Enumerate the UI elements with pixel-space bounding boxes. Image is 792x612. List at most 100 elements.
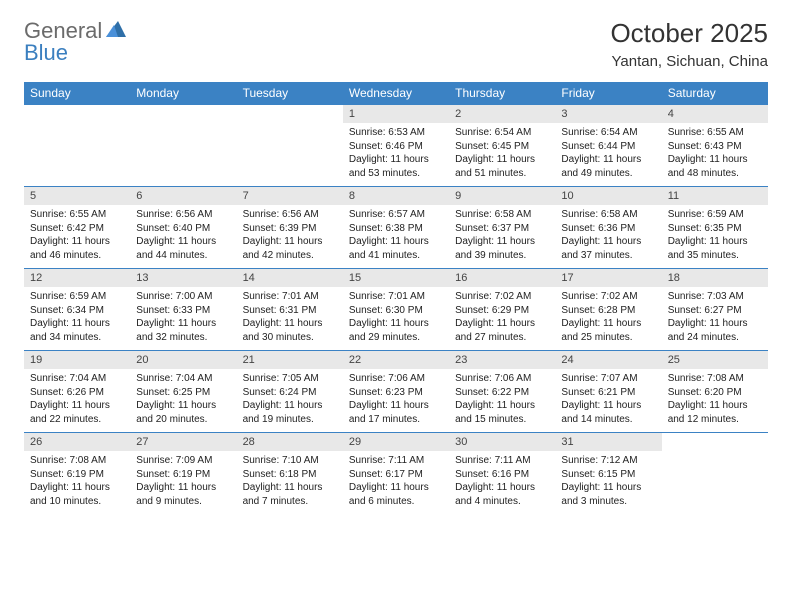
day-content: Sunrise: 7:06 AMSunset: 6:23 PMDaylight:… (343, 369, 449, 430)
month-title: October 2025 (610, 18, 768, 49)
day-cell: 25Sunrise: 7:08 AMSunset: 6:20 PMDayligh… (662, 351, 768, 433)
day-number: 19 (24, 351, 130, 369)
day-cell: 30Sunrise: 7:11 AMSunset: 6:16 PMDayligh… (449, 433, 555, 515)
day-cell: 23Sunrise: 7:06 AMSunset: 6:22 PMDayligh… (449, 351, 555, 433)
col-monday: Monday (130, 82, 236, 105)
day-content: Sunrise: 7:09 AMSunset: 6:19 PMDaylight:… (130, 451, 236, 512)
day-content: Sunrise: 7:06 AMSunset: 6:22 PMDaylight:… (449, 369, 555, 430)
day-number: 30 (449, 433, 555, 451)
day-content: Sunrise: 7:04 AMSunset: 6:26 PMDaylight:… (24, 369, 130, 430)
day-cell (662, 433, 768, 515)
logo-line2: Blue (24, 40, 68, 66)
day-content: Sunrise: 6:56 AMSunset: 6:39 PMDaylight:… (237, 205, 343, 266)
day-content: Sunrise: 6:55 AMSunset: 6:42 PMDaylight:… (24, 205, 130, 266)
day-cell: 24Sunrise: 7:07 AMSunset: 6:21 PMDayligh… (555, 351, 661, 433)
day-cell: 12Sunrise: 6:59 AMSunset: 6:34 PMDayligh… (24, 269, 130, 351)
day-cell: 17Sunrise: 7:02 AMSunset: 6:28 PMDayligh… (555, 269, 661, 351)
day-number: 9 (449, 187, 555, 205)
day-number: 31 (555, 433, 661, 451)
day-number: 15 (343, 269, 449, 287)
logo-triangle-icon (106, 21, 126, 42)
day-content: Sunrise: 6:54 AMSunset: 6:45 PMDaylight:… (449, 123, 555, 184)
day-number: 11 (662, 187, 768, 205)
day-number: 27 (130, 433, 236, 451)
day-content: Sunrise: 7:05 AMSunset: 6:24 PMDaylight:… (237, 369, 343, 430)
day-number (237, 105, 343, 111)
day-cell: 26Sunrise: 7:08 AMSunset: 6:19 PMDayligh… (24, 433, 130, 515)
day-cell: 21Sunrise: 7:05 AMSunset: 6:24 PMDayligh… (237, 351, 343, 433)
day-content: Sunrise: 7:02 AMSunset: 6:29 PMDaylight:… (449, 287, 555, 348)
day-content: Sunrise: 7:11 AMSunset: 6:17 PMDaylight:… (343, 451, 449, 512)
day-content: Sunrise: 7:08 AMSunset: 6:19 PMDaylight:… (24, 451, 130, 512)
day-number: 1 (343, 105, 449, 123)
day-cell: 8Sunrise: 6:57 AMSunset: 6:38 PMDaylight… (343, 187, 449, 269)
day-number: 23 (449, 351, 555, 369)
calendar-table: Sunday Monday Tuesday Wednesday Thursday… (24, 82, 768, 515)
day-number: 17 (555, 269, 661, 287)
week-row: 1Sunrise: 6:53 AMSunset: 6:46 PMDaylight… (24, 105, 768, 187)
day-content: Sunrise: 7:12 AMSunset: 6:15 PMDaylight:… (555, 451, 661, 512)
day-content: Sunrise: 7:01 AMSunset: 6:30 PMDaylight:… (343, 287, 449, 348)
day-number: 24 (555, 351, 661, 369)
day-number: 16 (449, 269, 555, 287)
day-cell: 22Sunrise: 7:06 AMSunset: 6:23 PMDayligh… (343, 351, 449, 433)
day-cell: 13Sunrise: 7:00 AMSunset: 6:33 PMDayligh… (130, 269, 236, 351)
day-number: 28 (237, 433, 343, 451)
day-number: 4 (662, 105, 768, 123)
day-cell: 11Sunrise: 6:59 AMSunset: 6:35 PMDayligh… (662, 187, 768, 269)
day-content: Sunrise: 6:54 AMSunset: 6:44 PMDaylight:… (555, 123, 661, 184)
col-saturday: Saturday (662, 82, 768, 105)
day-number: 14 (237, 269, 343, 287)
col-tuesday: Tuesday (237, 82, 343, 105)
day-number: 26 (24, 433, 130, 451)
day-cell: 16Sunrise: 7:02 AMSunset: 6:29 PMDayligh… (449, 269, 555, 351)
day-number: 20 (130, 351, 236, 369)
day-content: Sunrise: 7:00 AMSunset: 6:33 PMDaylight:… (130, 287, 236, 348)
day-cell: 2Sunrise: 6:54 AMSunset: 6:45 PMDaylight… (449, 105, 555, 187)
day-content: Sunrise: 7:04 AMSunset: 6:25 PMDaylight:… (130, 369, 236, 430)
calendar-page: General October 2025 Yantan, Sichuan, Ch… (0, 0, 792, 533)
day-content: Sunrise: 7:08 AMSunset: 6:20 PMDaylight:… (662, 369, 768, 430)
day-cell: 18Sunrise: 7:03 AMSunset: 6:27 PMDayligh… (662, 269, 768, 351)
day-content: Sunrise: 6:58 AMSunset: 6:36 PMDaylight:… (555, 205, 661, 266)
day-cell (130, 105, 236, 187)
week-row: 12Sunrise: 6:59 AMSunset: 6:34 PMDayligh… (24, 269, 768, 351)
day-content: Sunrise: 6:58 AMSunset: 6:37 PMDaylight:… (449, 205, 555, 266)
day-cell: 6Sunrise: 6:56 AMSunset: 6:40 PMDaylight… (130, 187, 236, 269)
page-header: General October 2025 Yantan, Sichuan, Ch… (24, 18, 768, 70)
day-number: 2 (449, 105, 555, 123)
day-cell: 20Sunrise: 7:04 AMSunset: 6:25 PMDayligh… (130, 351, 236, 433)
day-number: 8 (343, 187, 449, 205)
day-number: 10 (555, 187, 661, 205)
col-wednesday: Wednesday (343, 82, 449, 105)
day-number (662, 433, 768, 439)
day-number: 3 (555, 105, 661, 123)
day-number: 25 (662, 351, 768, 369)
day-cell: 14Sunrise: 7:01 AMSunset: 6:31 PMDayligh… (237, 269, 343, 351)
day-cell: 31Sunrise: 7:12 AMSunset: 6:15 PMDayligh… (555, 433, 661, 515)
day-number: 22 (343, 351, 449, 369)
week-row: 19Sunrise: 7:04 AMSunset: 6:26 PMDayligh… (24, 351, 768, 433)
day-content: Sunrise: 6:59 AMSunset: 6:34 PMDaylight:… (24, 287, 130, 348)
day-cell: 3Sunrise: 6:54 AMSunset: 6:44 PMDaylight… (555, 105, 661, 187)
day-content: Sunrise: 6:55 AMSunset: 6:43 PMDaylight:… (662, 123, 768, 184)
day-number: 21 (237, 351, 343, 369)
day-cell: 1Sunrise: 6:53 AMSunset: 6:46 PMDaylight… (343, 105, 449, 187)
day-number: 13 (130, 269, 236, 287)
day-content: Sunrise: 7:02 AMSunset: 6:28 PMDaylight:… (555, 287, 661, 348)
day-cell: 28Sunrise: 7:10 AMSunset: 6:18 PMDayligh… (237, 433, 343, 515)
day-cell: 7Sunrise: 6:56 AMSunset: 6:39 PMDaylight… (237, 187, 343, 269)
day-number: 7 (237, 187, 343, 205)
day-cell: 10Sunrise: 6:58 AMSunset: 6:36 PMDayligh… (555, 187, 661, 269)
day-content: Sunrise: 7:03 AMSunset: 6:27 PMDaylight:… (662, 287, 768, 348)
week-row: 5Sunrise: 6:55 AMSunset: 6:42 PMDaylight… (24, 187, 768, 269)
day-content: Sunrise: 6:57 AMSunset: 6:38 PMDaylight:… (343, 205, 449, 266)
day-number (130, 105, 236, 111)
day-content: Sunrise: 7:11 AMSunset: 6:16 PMDaylight:… (449, 451, 555, 512)
location-text: Yantan, Sichuan, China (610, 53, 768, 70)
day-number: 29 (343, 433, 449, 451)
day-cell: 4Sunrise: 6:55 AMSunset: 6:43 PMDaylight… (662, 105, 768, 187)
day-cell (237, 105, 343, 187)
day-number (24, 105, 130, 111)
day-content: Sunrise: 6:56 AMSunset: 6:40 PMDaylight:… (130, 205, 236, 266)
